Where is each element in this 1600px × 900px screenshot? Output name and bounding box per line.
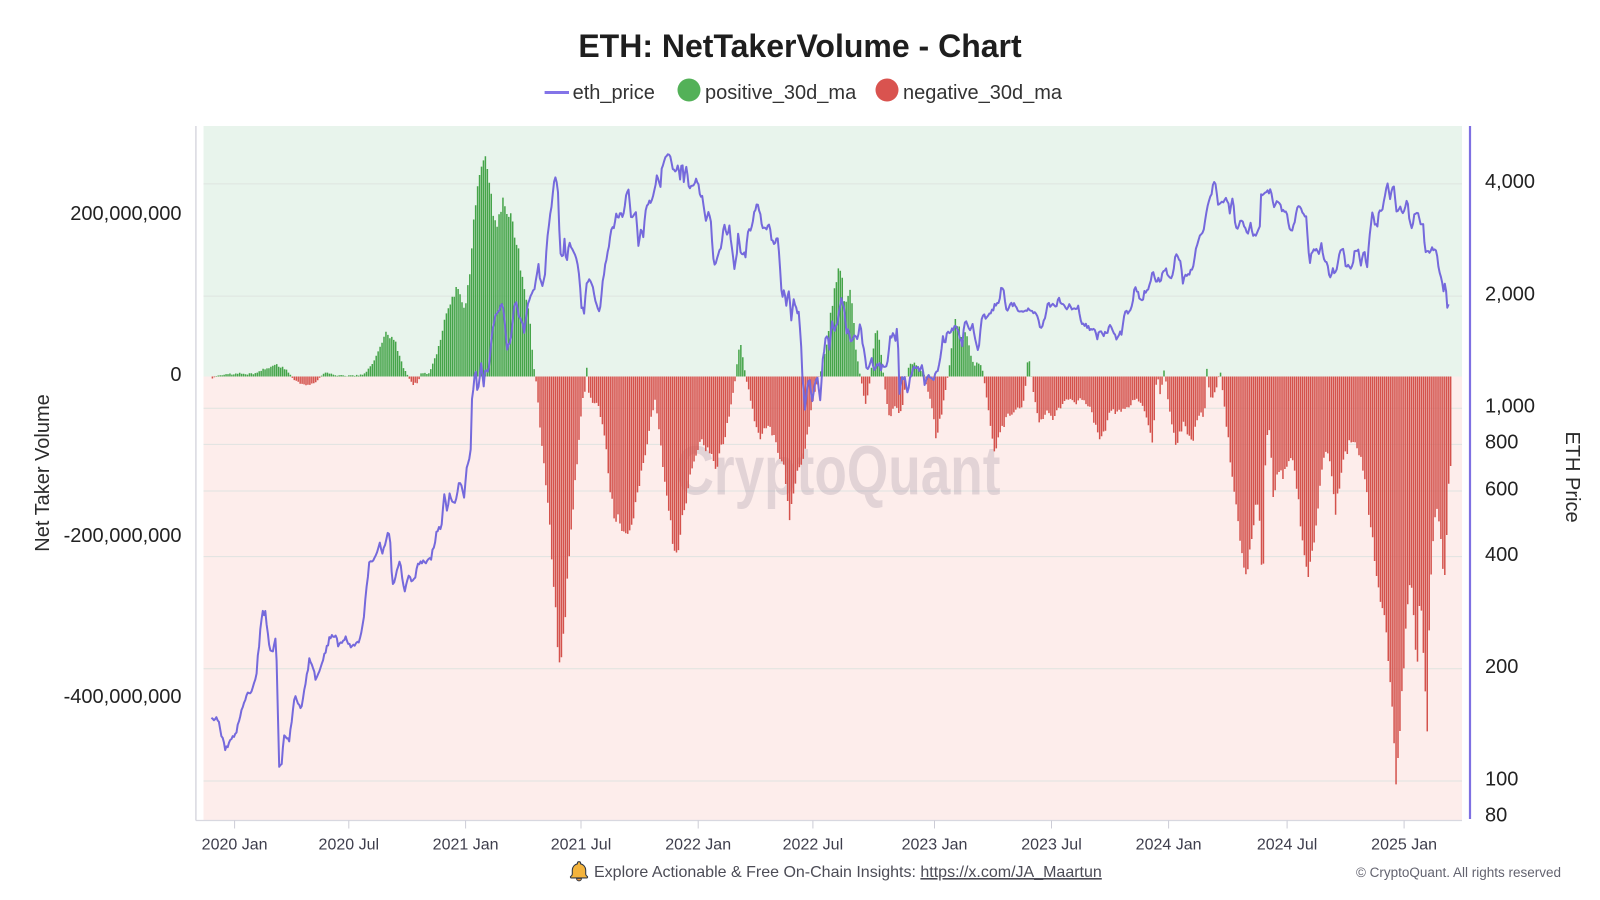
svg-text:-400,000,000: -400,000,000 — [64, 686, 182, 708]
svg-text:Net Taker Volume: Net Taker Volume — [32, 394, 54, 552]
svg-text:2,000: 2,000 — [1485, 283, 1535, 305]
svg-text:80: 80 — [1485, 805, 1507, 827]
svg-text:negative_30d_ma: negative_30d_ma — [903, 82, 1063, 104]
svg-text:4,000: 4,000 — [1485, 171, 1535, 193]
svg-text:600: 600 — [1485, 478, 1518, 500]
svg-text:2022 Jan: 2022 Jan — [665, 837, 731, 854]
svg-text:200: 200 — [1485, 656, 1518, 678]
svg-text:2021 Jul: 2021 Jul — [551, 837, 612, 854]
svg-text:ETH: NetTakerVolume - Chart: ETH: NetTakerVolume - Chart — [578, 28, 1022, 64]
svg-text:2024 Jul: 2024 Jul — [1257, 837, 1318, 854]
svg-text:2023 Jul: 2023 Jul — [1021, 837, 1082, 854]
svg-text:1,000: 1,000 — [1485, 396, 1535, 418]
svg-text:positive_30d_ma: positive_30d_ma — [705, 82, 857, 104]
svg-text:800: 800 — [1485, 432, 1518, 454]
svg-text:Explore Actionable & Free On-C: Explore Actionable & Free On-Chain Insig… — [594, 864, 1102, 881]
svg-text:100: 100 — [1485, 768, 1518, 790]
svg-text:eth_price: eth_price — [573, 82, 655, 104]
svg-text:CryptoQuant: CryptoQuant — [676, 432, 1001, 510]
svg-text:2022 Jul: 2022 Jul — [783, 837, 844, 854]
svg-text:0: 0 — [170, 364, 181, 386]
svg-text:2025 Jan: 2025 Jan — [1371, 837, 1437, 854]
svg-text:2024 Jan: 2024 Jan — [1136, 837, 1202, 854]
svg-text:2020 Jul: 2020 Jul — [319, 837, 380, 854]
svg-text:400: 400 — [1485, 544, 1518, 566]
svg-text:2023 Jan: 2023 Jan — [902, 837, 968, 854]
svg-text:ETH Price: ETH Price — [1561, 431, 1583, 522]
svg-text:-200,000,000: -200,000,000 — [64, 525, 182, 547]
svg-text:200,000,000: 200,000,000 — [70, 203, 181, 225]
svg-text:© CryptoQuant. All rights rese: © CryptoQuant. All rights reserved — [1356, 865, 1561, 880]
svg-text:2020 Jan: 2020 Jan — [202, 837, 268, 854]
svg-text:2021 Jan: 2021 Jan — [433, 837, 499, 854]
